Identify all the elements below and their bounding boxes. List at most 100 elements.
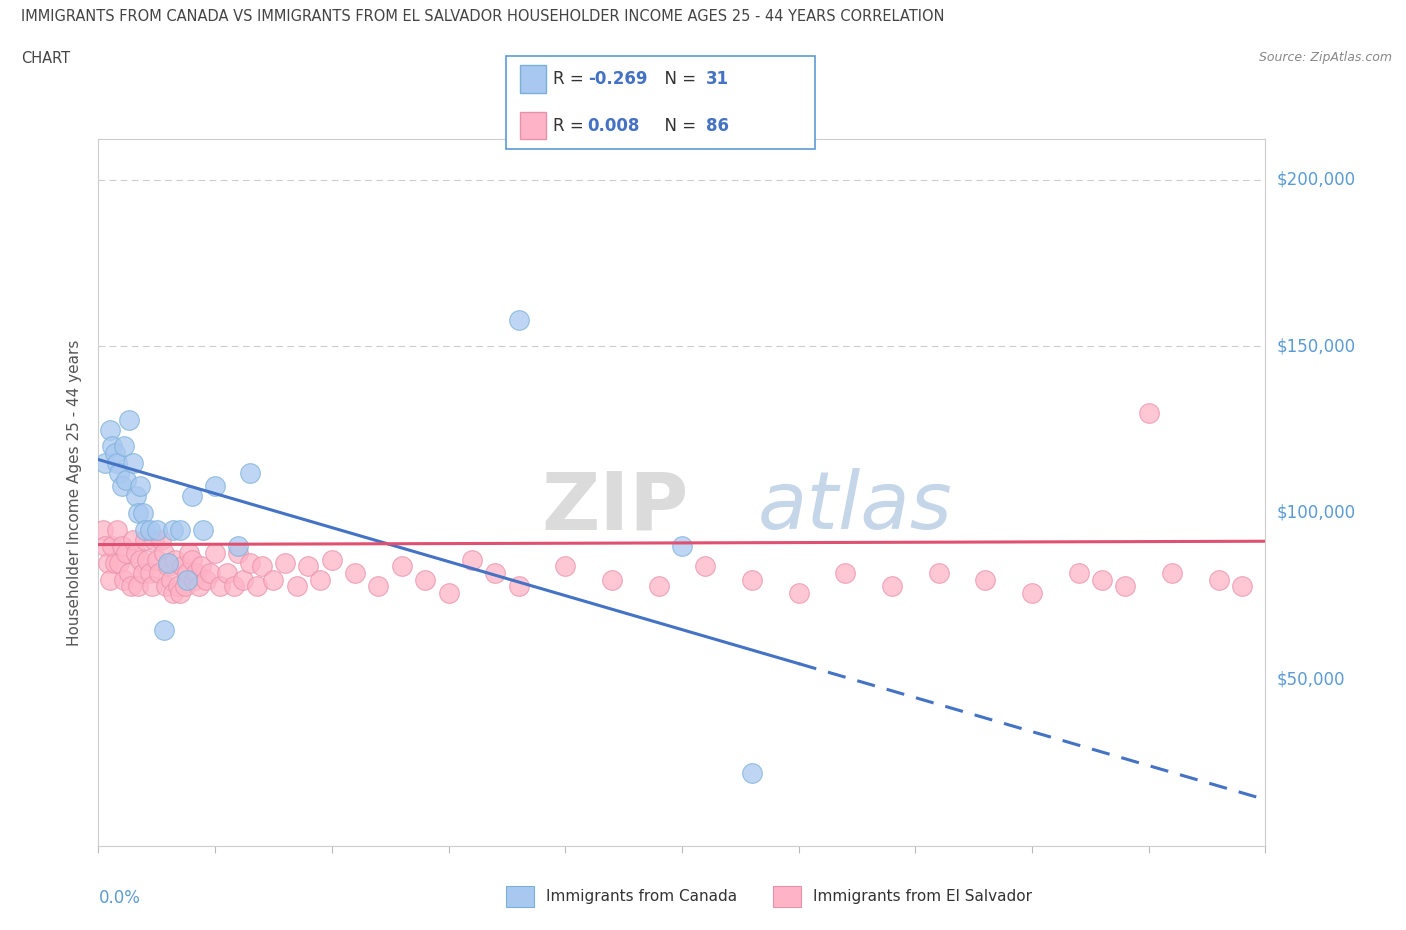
Text: $50,000: $50,000 [1277,671,1346,688]
Point [176,572,198,587]
Point [239,465,262,480]
Point [232,572,254,587]
Point [204,546,226,561]
Point [111,479,134,494]
Point [554,559,576,574]
Point [157,559,180,574]
Point [162,522,184,537]
Point [97,555,120,570]
Point [1208,572,1230,587]
Point [367,578,389,593]
Point [94,456,117,471]
Text: 31: 31 [706,70,728,88]
Point [228,538,250,553]
Point [129,552,152,567]
Point [695,559,717,574]
Point [155,578,177,593]
Text: 0.008: 0.008 [588,116,640,135]
Text: ZIP: ZIP [541,468,689,546]
Point [741,765,763,780]
Point [297,559,319,574]
Point [118,412,141,427]
Point [162,586,184,601]
Text: Source: ZipAtlas.com: Source: ZipAtlas.com [1258,51,1392,64]
Point [194,572,217,587]
Point [741,572,763,587]
Point [262,572,284,587]
Point [152,622,174,637]
Point [115,546,138,561]
Point [173,578,195,593]
Point [125,546,148,561]
Point [647,578,669,593]
Text: Immigrants from Canada: Immigrants from Canada [546,889,737,904]
Point [112,439,135,454]
Point [139,522,162,537]
Point [169,522,191,537]
Point [105,456,128,471]
Point [98,572,121,587]
Point [101,439,124,454]
Text: $200,000: $200,000 [1277,170,1355,189]
Point [484,565,506,580]
Point [190,559,212,574]
Point [1161,565,1184,580]
Point [1021,586,1043,601]
Text: R =: R = [553,116,589,135]
Point [413,572,436,587]
Point [180,489,202,504]
Point [108,465,131,480]
Point [91,522,114,537]
Point [1230,578,1253,593]
Point [108,555,131,570]
Text: 86: 86 [706,116,728,135]
Point [139,565,162,580]
Point [122,532,145,547]
Text: -0.269: -0.269 [588,70,647,88]
Point [143,532,166,547]
Point [165,552,187,567]
Point [285,578,308,593]
Point [141,578,163,593]
Point [274,555,297,570]
Point [111,538,134,553]
Point [1067,565,1090,580]
Point [169,586,191,601]
Point [1137,405,1160,420]
Point [391,559,413,574]
Point [928,565,950,580]
Point [112,572,135,587]
Point [118,565,141,580]
Point [104,445,127,460]
Point [122,456,145,471]
Point [200,565,222,580]
Point [187,578,209,593]
Point [208,578,231,593]
Point [132,565,155,580]
Point [309,572,332,587]
Y-axis label: Householder Income Ages 25 - 44 years: Householder Income Ages 25 - 44 years [67,339,83,646]
Point [152,546,174,561]
Point [134,522,156,537]
Text: Immigrants from El Salvador: Immigrants from El Salvador [813,889,1032,904]
Point [186,565,208,580]
Point [437,586,460,601]
Text: atlas: atlas [758,468,952,546]
Point [183,572,205,587]
Point [157,555,180,570]
Text: $150,000: $150,000 [1277,338,1355,355]
Point [204,479,226,494]
Point [148,565,170,580]
Point [179,546,201,561]
Text: N =: N = [654,70,702,88]
Point [344,565,367,580]
Point [127,578,149,593]
Point [834,565,856,580]
Point [134,532,156,547]
Text: CHART: CHART [21,51,70,66]
Point [132,506,155,521]
Point [222,578,245,593]
Point [105,522,128,537]
Point [129,479,152,494]
Point [600,572,623,587]
